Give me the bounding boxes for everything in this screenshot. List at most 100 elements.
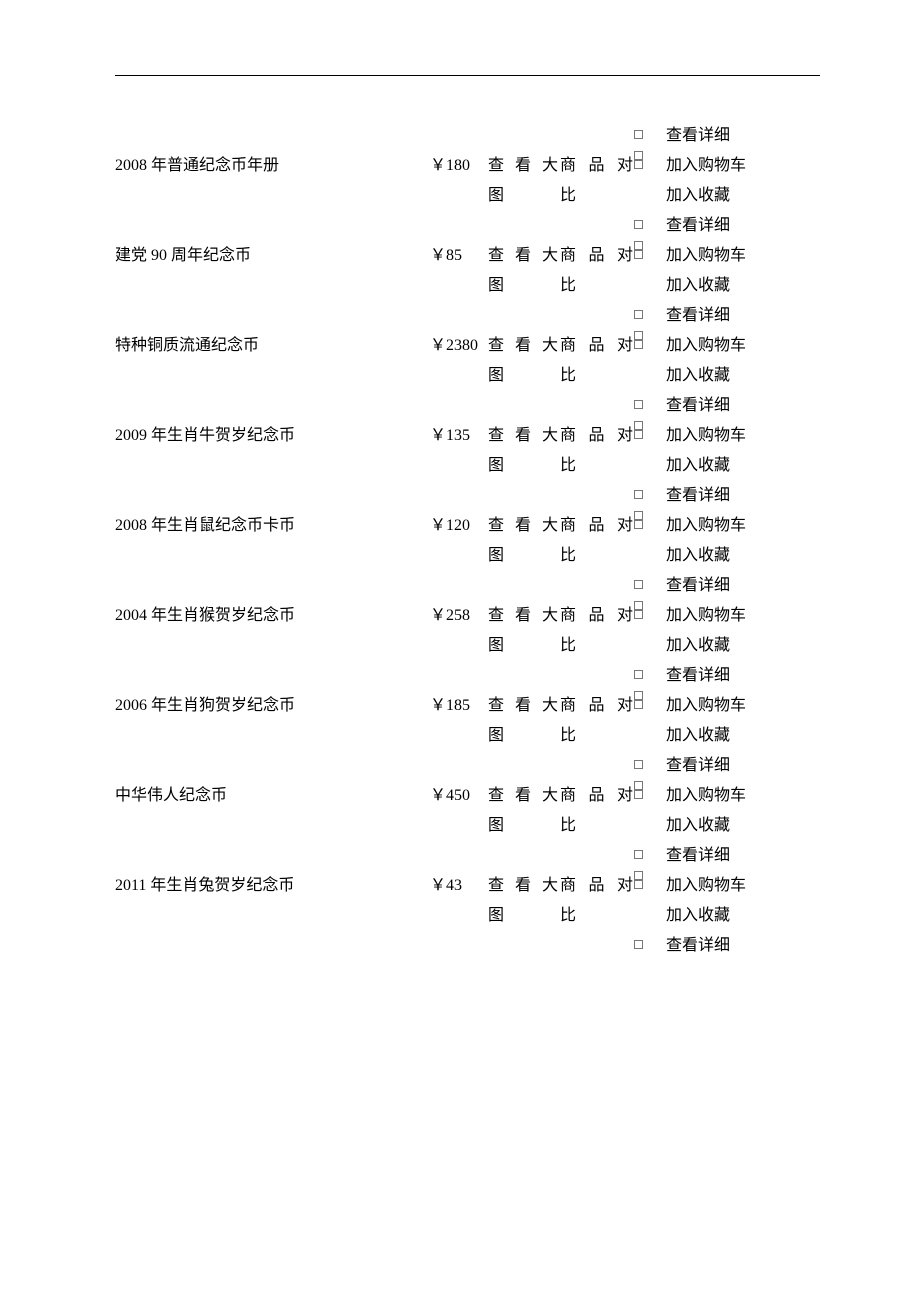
checkbox-icon[interactable] [634,331,643,340]
add-to-favorites-link[interactable]: 加入收藏 [666,631,820,661]
checkbox-icon[interactable] [634,850,643,859]
product-name[interactable]: 2011 年生肖兔贺岁纪念币 [115,877,294,894]
add-to-favorites-link[interactable]: 加入收藏 [666,451,820,481]
view-big-line1[interactable]: 查 看 大 [488,781,560,811]
checkbox-icon[interactable] [634,871,643,880]
compare-line1[interactable]: 商 品 对 [560,241,634,271]
add-to-cart-link[interactable]: 加入购物车 [666,511,820,541]
checkbox-icon[interactable] [634,310,643,319]
checkbox-icon[interactable] [634,421,643,430]
add-to-cart-link[interactable]: 加入购物车 [666,331,820,361]
add-to-favorites-link[interactable]: 加入收藏 [666,181,820,211]
checkbox-icon[interactable] [634,400,643,409]
view-big-line2[interactable]: 图 [488,451,560,481]
compare-line2[interactable]: 比 [560,631,634,661]
view-big-line1[interactable]: 查 看 大 [488,151,560,181]
checkbox-icon[interactable] [634,760,643,769]
checkbox-icon[interactable] [634,160,643,169]
checkbox-icon[interactable] [634,670,643,679]
add-to-favorites-link[interactable]: 加入收藏 [666,811,820,841]
view-big-line1[interactable]: 查 看 大 [488,421,560,451]
compare-line1[interactable]: 商 品 对 [560,691,634,721]
checkbox-icon[interactable] [634,511,643,520]
view-detail-link[interactable]: 查看详细 [666,307,730,324]
checkbox-icon[interactable] [634,940,643,949]
checkbox-icon[interactable] [634,520,643,529]
view-detail-link[interactable]: 查看详细 [666,667,730,684]
checkbox-icon[interactable] [634,250,643,259]
compare-line1[interactable]: 商 品 对 [560,151,634,181]
view-big-line2[interactable]: 图 [488,541,560,571]
view-big-line2[interactable]: 图 [488,901,560,931]
view-big-line1[interactable]: 查 看 大 [488,601,560,631]
add-to-cart-link[interactable]: 加入购物车 [666,241,820,271]
add-to-favorites-link[interactable]: 加入收藏 [666,361,820,391]
checkbox-icon[interactable] [634,880,643,889]
view-big-line1[interactable]: 查 看 大 [488,331,560,361]
product-name[interactable]: 2009 年生肖牛贺岁纪念币 [115,427,295,444]
compare-line1[interactable]: 商 品 对 [560,331,634,361]
checkbox-icon[interactable] [634,691,643,700]
add-to-cart-link[interactable]: 加入购物车 [666,871,820,901]
product-name[interactable]: 2004 年生肖猴贺岁纪念币 [115,607,295,624]
add-to-cart-link[interactable]: 加入购物车 [666,601,820,631]
checkbox-icon[interactable] [634,340,643,349]
add-to-favorites-link[interactable]: 加入收藏 [666,541,820,571]
add-to-favorites-link[interactable]: 加入收藏 [666,901,820,931]
product-name[interactable]: 中华伟人纪念币 [115,787,227,804]
compare-line2[interactable]: 比 [560,271,634,301]
view-big-line1[interactable]: 查 看 大 [488,691,560,721]
view-big-line2[interactable]: 图 [488,811,560,841]
view-big-line2[interactable]: 图 [488,271,560,301]
view-big-line2[interactable]: 图 [488,721,560,751]
checkbox-icon[interactable] [634,151,643,160]
compare-line1[interactable]: 商 品 对 [560,511,634,541]
compare-line1[interactable]: 商 品 对 [560,421,634,451]
view-big-line1[interactable]: 查 看 大 [488,241,560,271]
add-to-cart-link[interactable]: 加入购物车 [666,781,820,811]
compare-line2[interactable]: 比 [560,721,634,751]
checkbox-icon[interactable] [634,610,643,619]
product-name[interactable]: 2006 年生肖狗贺岁纪念币 [115,697,295,714]
view-detail-link[interactable]: 查看详细 [666,937,730,954]
checkbox-icon[interactable] [634,700,643,709]
add-to-favorites-link[interactable]: 加入收藏 [666,721,820,751]
compare-line2[interactable]: 比 [560,451,634,481]
view-detail-link[interactable]: 查看详细 [666,847,730,864]
compare-line2[interactable]: 比 [560,181,634,211]
product-name[interactable]: 2008 年普通纪念币年册 [115,157,279,174]
view-detail-link[interactable]: 查看详细 [666,577,730,594]
product-name[interactable]: 2008 年生肖鼠纪念币卡币 [115,517,295,534]
view-detail-link[interactable]: 查看详细 [666,127,730,144]
checkbox-icon[interactable] [634,601,643,610]
add-to-cart-link[interactable]: 加入购物车 [666,151,820,181]
compare-line2[interactable]: 比 [560,811,634,841]
checkbox-icon[interactable] [634,490,643,499]
compare-line1[interactable]: 商 品 对 [560,781,634,811]
checkbox-icon[interactable] [634,130,643,139]
compare-line2[interactable]: 比 [560,541,634,571]
add-to-cart-link[interactable]: 加入购物车 [666,691,820,721]
checkbox-icon[interactable] [634,220,643,229]
add-to-favorites-link[interactable]: 加入收藏 [666,271,820,301]
compare-line2[interactable]: 比 [560,901,634,931]
view-detail-link[interactable]: 查看详细 [666,487,730,504]
checkbox-icon[interactable] [634,241,643,250]
view-big-line2[interactable]: 图 [488,361,560,391]
compare-line2[interactable]: 比 [560,361,634,391]
view-big-line1[interactable]: 查 看 大 [488,871,560,901]
view-detail-link[interactable]: 查看详细 [666,397,730,414]
view-big-line2[interactable]: 图 [488,181,560,211]
view-detail-link[interactable]: 查看详细 [666,217,730,234]
view-big-line2[interactable]: 图 [488,631,560,661]
checkbox-icon[interactable] [634,430,643,439]
checkbox-icon[interactable] [634,580,643,589]
add-to-cart-link[interactable]: 加入购物车 [666,421,820,451]
product-name[interactable]: 特种铜质流通纪念币 [115,337,259,354]
checkbox-icon[interactable] [634,781,643,790]
compare-line1[interactable]: 商 品 对 [560,871,634,901]
view-detail-link[interactable]: 查看详细 [666,757,730,774]
product-name[interactable]: 建党 90 周年纪念币 [115,247,251,264]
checkbox-icon[interactable] [634,790,643,799]
view-big-line1[interactable]: 查 看 大 [488,511,560,541]
